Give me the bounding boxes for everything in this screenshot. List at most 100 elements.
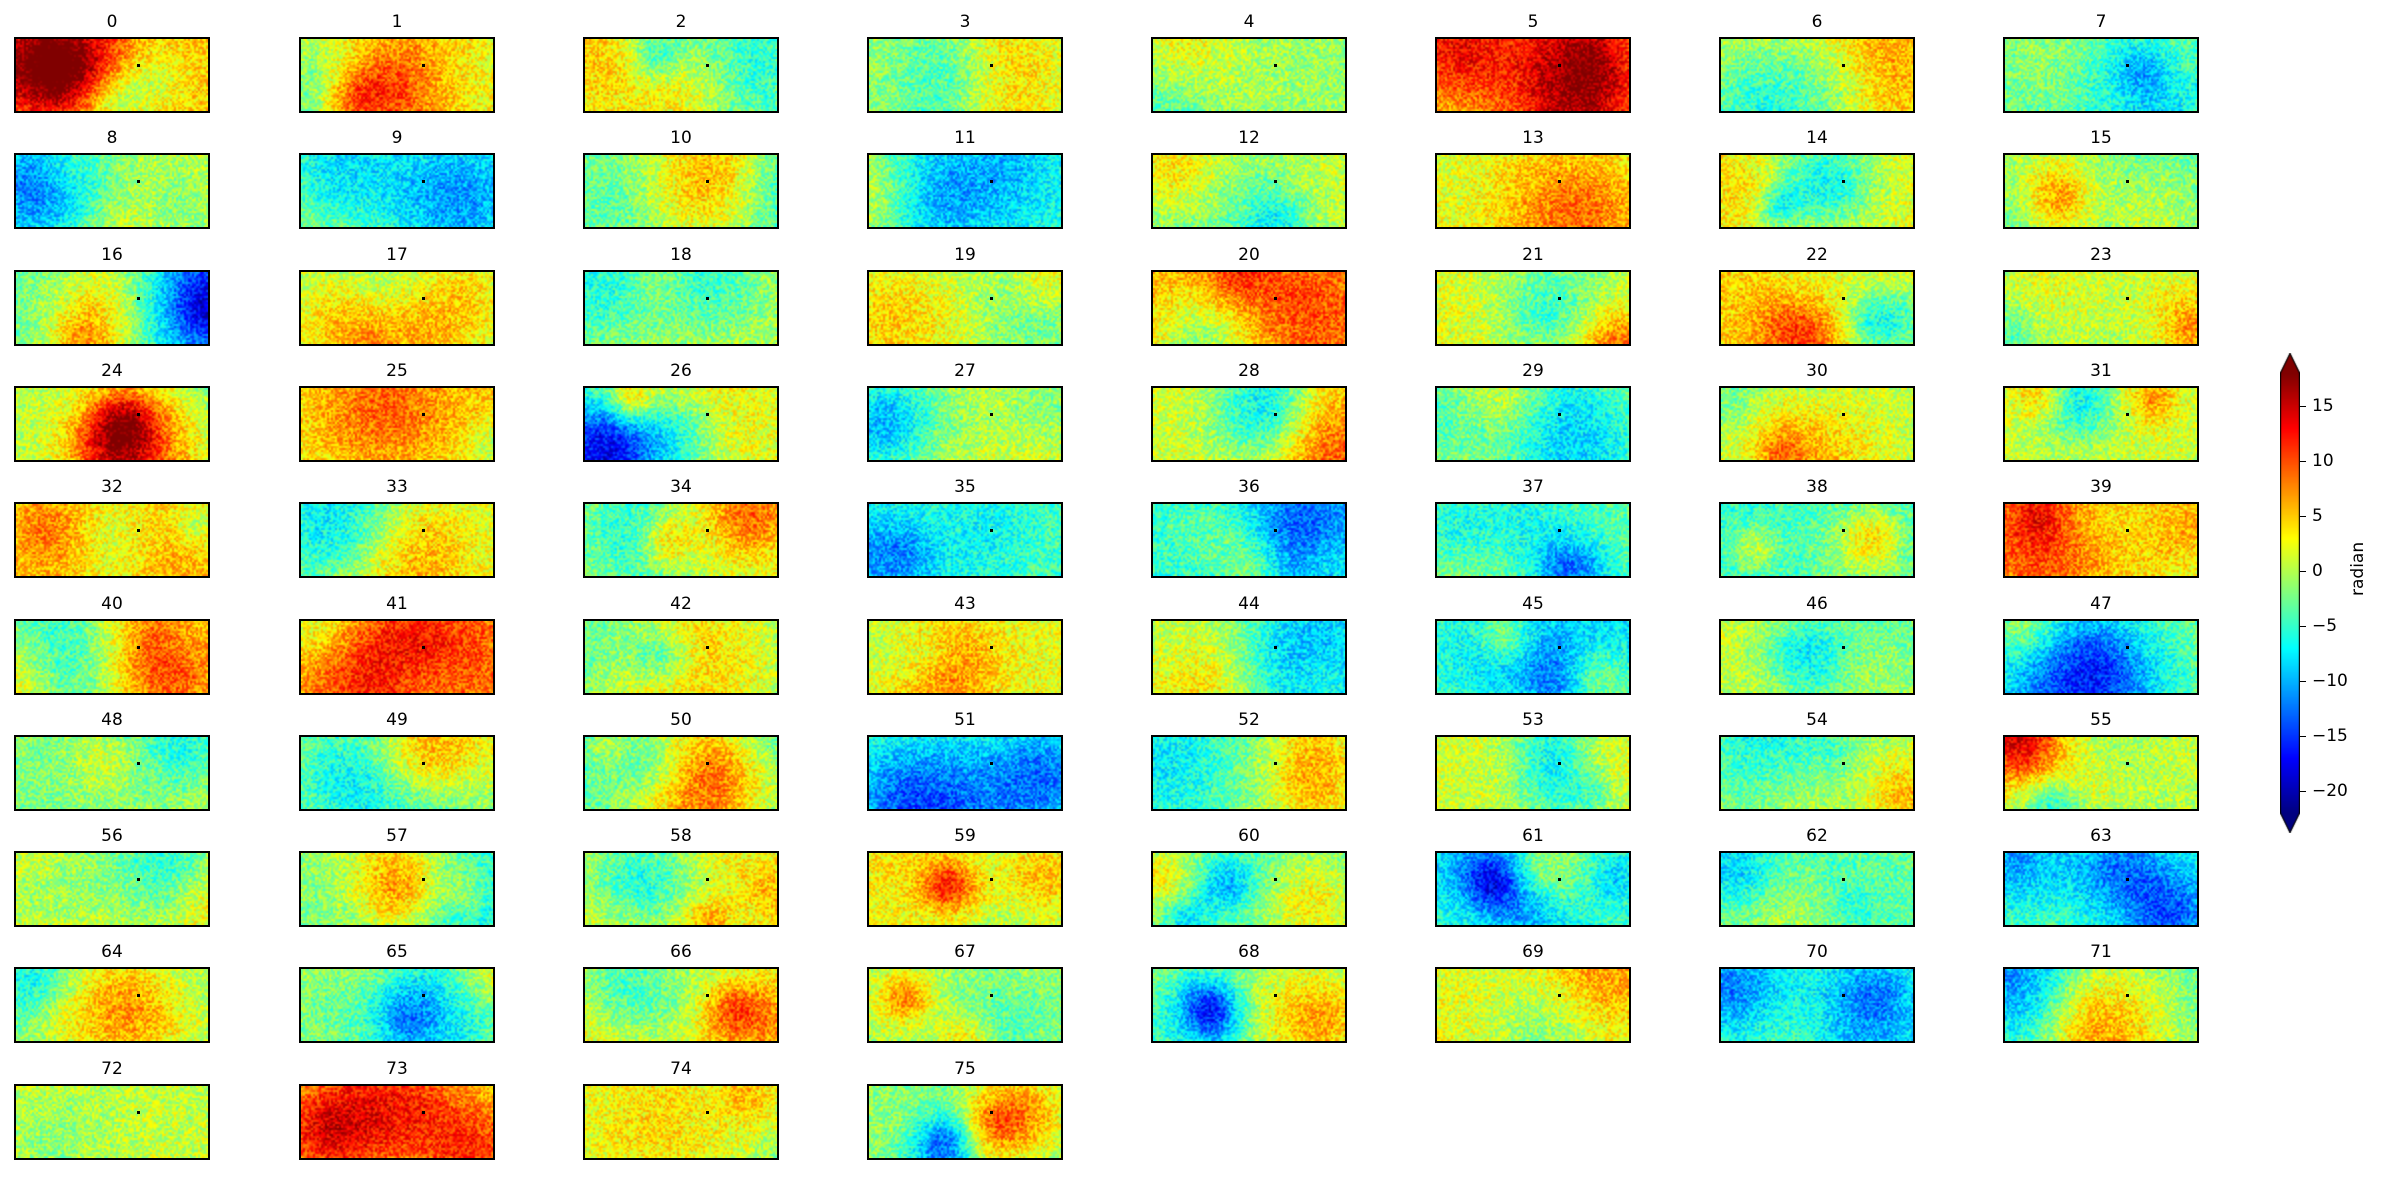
- heatmap-canvas: [869, 1086, 1061, 1158]
- panel-title: 28: [1238, 361, 1260, 381]
- station-marker: [422, 413, 425, 416]
- heatmap-panel: [1151, 386, 1347, 462]
- heatmap-canvas: [16, 621, 208, 693]
- panel-title: 43: [954, 594, 976, 614]
- heatmap-canvas: [1437, 504, 1629, 576]
- panel-title: 70: [1806, 942, 1828, 962]
- station-marker: [2126, 529, 2129, 532]
- heatmap-canvas: [585, 737, 777, 809]
- panel-title: 31: [2090, 361, 2112, 381]
- panel-title: 9: [391, 128, 403, 148]
- station-marker: [990, 762, 993, 765]
- panel-title: 18: [670, 245, 692, 265]
- station-marker: [990, 1111, 993, 1114]
- heatmap-canvas: [1721, 504, 1913, 576]
- panel-title: 29: [1522, 361, 1544, 381]
- colorbar-tick: [2300, 461, 2306, 462]
- heatmap-panel: [1435, 270, 1631, 346]
- heatmap-canvas: [301, 272, 493, 344]
- heatmap-panel: [2003, 153, 2199, 229]
- heatmap-canvas: [1437, 853, 1629, 925]
- heatmap-canvas: [16, 155, 208, 227]
- station-marker: [137, 413, 140, 416]
- heatmap-panel: [1151, 153, 1347, 229]
- panel-title: 61: [1522, 826, 1544, 846]
- panel-title: 53: [1522, 710, 1544, 730]
- heatmap-panel: [867, 967, 1063, 1043]
- heatmap-canvas: [1153, 504, 1345, 576]
- station-marker: [422, 1111, 425, 1114]
- heatmap-panel: [1435, 619, 1631, 695]
- panel-title: 48: [101, 710, 123, 730]
- station-marker: [1842, 762, 1845, 765]
- panel-title: 16: [101, 245, 123, 265]
- heatmap-panel: [1435, 851, 1631, 927]
- heatmap-canvas: [1721, 853, 1913, 925]
- panel-title: 23: [2090, 245, 2112, 265]
- heatmap-canvas: [1153, 969, 1345, 1041]
- station-marker: [990, 413, 993, 416]
- panel-title: 14: [1806, 128, 1828, 148]
- panel-title: 12: [1238, 128, 1260, 148]
- station-marker: [2126, 646, 2129, 649]
- heatmap-panel: [1719, 37, 1915, 113]
- heatmap-panel: [583, 967, 779, 1043]
- heatmap-canvas: [16, 39, 208, 111]
- heatmap-panel: [867, 1084, 1063, 1160]
- heatmap-panel: [1719, 386, 1915, 462]
- panel-title: 54: [1806, 710, 1828, 730]
- station-marker: [422, 529, 425, 532]
- panel-title: 22: [1806, 245, 1828, 265]
- heatmap-canvas: [16, 737, 208, 809]
- panel-title: 63: [2090, 826, 2112, 846]
- heatmap-canvas: [16, 504, 208, 576]
- panel-title: 47: [2090, 594, 2112, 614]
- colorbar: [2280, 353, 2300, 833]
- panel-title: 69: [1522, 942, 1544, 962]
- heatmap-canvas: [1721, 621, 1913, 693]
- heatmap-canvas: [2005, 504, 2197, 576]
- station-marker: [990, 878, 993, 881]
- panel-title: 40: [101, 594, 123, 614]
- station-marker: [1558, 529, 1561, 532]
- panel-title: 19: [954, 245, 976, 265]
- heatmap-canvas: [869, 39, 1061, 111]
- station-marker: [1274, 646, 1277, 649]
- heatmap-panel: [583, 37, 779, 113]
- heatmap-panel: [14, 619, 210, 695]
- panel-title: 52: [1238, 710, 1260, 730]
- heatmap-panel: [1435, 37, 1631, 113]
- colorbar-tick-label: 10: [2312, 451, 2334, 471]
- panel-title: 73: [386, 1059, 408, 1079]
- colorbar-tick-label: 0: [2312, 561, 2323, 581]
- heatmap-panel: [867, 619, 1063, 695]
- panel-title: 35: [954, 477, 976, 497]
- heatmap-panel: [299, 1084, 495, 1160]
- colorbar-tick: [2300, 681, 2306, 682]
- heatmap-canvas: [1153, 155, 1345, 227]
- heatmap-canvas: [1721, 388, 1913, 460]
- station-marker: [1558, 180, 1561, 183]
- station-marker: [990, 180, 993, 183]
- heatmap-panel: [1151, 37, 1347, 113]
- panel-title: 4: [1243, 12, 1255, 32]
- heatmap-panel: [14, 153, 210, 229]
- station-marker: [1274, 64, 1277, 67]
- heatmap-canvas: [301, 969, 493, 1041]
- heatmap-canvas: [585, 969, 777, 1041]
- panel-title: 7: [2095, 12, 2107, 32]
- station-marker: [990, 297, 993, 300]
- panel-title: 21: [1522, 245, 1544, 265]
- panel-title: 59: [954, 826, 976, 846]
- heatmap-canvas: [869, 621, 1061, 693]
- heatmap-canvas: [1437, 39, 1629, 111]
- heatmap-panel: [867, 153, 1063, 229]
- station-marker: [422, 878, 425, 881]
- station-marker: [422, 646, 425, 649]
- colorbar-tick-label: 5: [2312, 506, 2323, 526]
- station-marker: [2126, 297, 2129, 300]
- heatmap-canvas: [585, 155, 777, 227]
- heatmap-panel: [14, 967, 210, 1043]
- heatmap-panel: [1719, 851, 1915, 927]
